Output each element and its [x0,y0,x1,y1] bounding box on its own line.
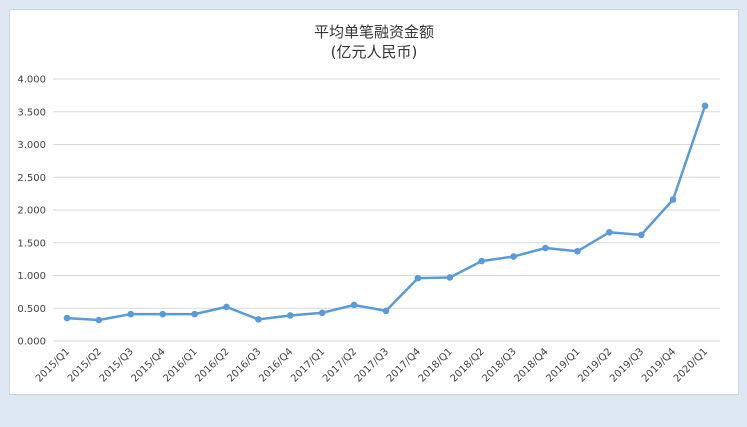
data-point [478,257,486,265]
x-tick-label: 2018/Q3 [480,346,518,384]
data-point [63,314,71,322]
x-tick-label: 2016/Q3 [225,346,263,384]
x-tick-label: 2019/Q1 [544,346,582,384]
x-tick-label: 2015/Q1 [34,346,72,384]
x-tick-label: 2018/Q1 [417,346,455,384]
y-tick-label: 0.000 [17,337,46,348]
data-point [542,244,549,252]
x-tick-label: 2017/Q4 [385,346,423,384]
x-tick-label: 2019/Q4 [640,346,678,384]
x-tick-label: 2020/Q1 [672,346,710,384]
data-point [382,307,390,315]
data-point [127,310,135,318]
data-point [95,316,103,324]
data-point [414,274,422,282]
y-tick-label: 1.000 [17,271,46,282]
x-tick-label: 2015/Q2 [66,346,104,384]
data-point [159,310,166,318]
data-point [510,253,517,260]
x-tick-label: 2015/Q3 [98,346,136,384]
x-tick-label: 2019/Q2 [576,346,614,384]
chart-frame: 平均单笔融资金额 (亿元人民币) 0.000 0.500 1.000 1.500 2.0… [9,9,739,395]
data-point [191,310,198,318]
line-chart: 0.000 0.500 1.000 1.500 2.000 2.500 3.000 3.500… [17,75,720,385]
x-tick-label: 2018/Q2 [449,346,487,384]
x-tick-label: 2016/Q4 [257,346,295,384]
chart-title: 平均单笔融资金额 [313,23,434,41]
x-tick-label: 2019/Q3 [608,346,646,384]
x-tick-label: 2017/Q3 [353,346,391,384]
data-point [637,231,645,239]
x-tick-label: 2016/Q1 [161,346,199,384]
x-tick-label: 2015/Q4 [130,346,168,384]
data-point [255,316,262,323]
y-tick-label: 3.500 [17,107,46,118]
y-tick-label: 3.000 [17,140,46,151]
x-tick-label: 2017/Q1 [289,346,327,384]
y-tick-label: 4.000 [17,75,46,86]
data-point [669,196,677,203]
data-point [446,274,454,281]
data-point [223,303,230,311]
x-tick-label: 2016/Q2 [193,346,231,384]
y-tick-label: 0.500 [17,304,46,315]
y-tick-label: 1.500 [17,238,46,249]
series-line [66,105,707,322]
y-tick-label: 2.500 [17,173,46,184]
data-point [318,309,326,317]
data-point [701,102,709,110]
data-point [287,312,294,319]
chart-title-block: 平均单笔融资金额 (亿元人民币) [10,22,738,62]
data-point [350,301,358,309]
data-point [574,247,581,255]
x-tick-label: 2018/Q4 [512,346,550,384]
data-point [606,228,613,236]
chart-subtitle: (亿元人民币) [330,43,418,61]
y-tick-label: 2.000 [17,206,46,217]
x-tick-label: 2017/Q2 [321,346,359,384]
